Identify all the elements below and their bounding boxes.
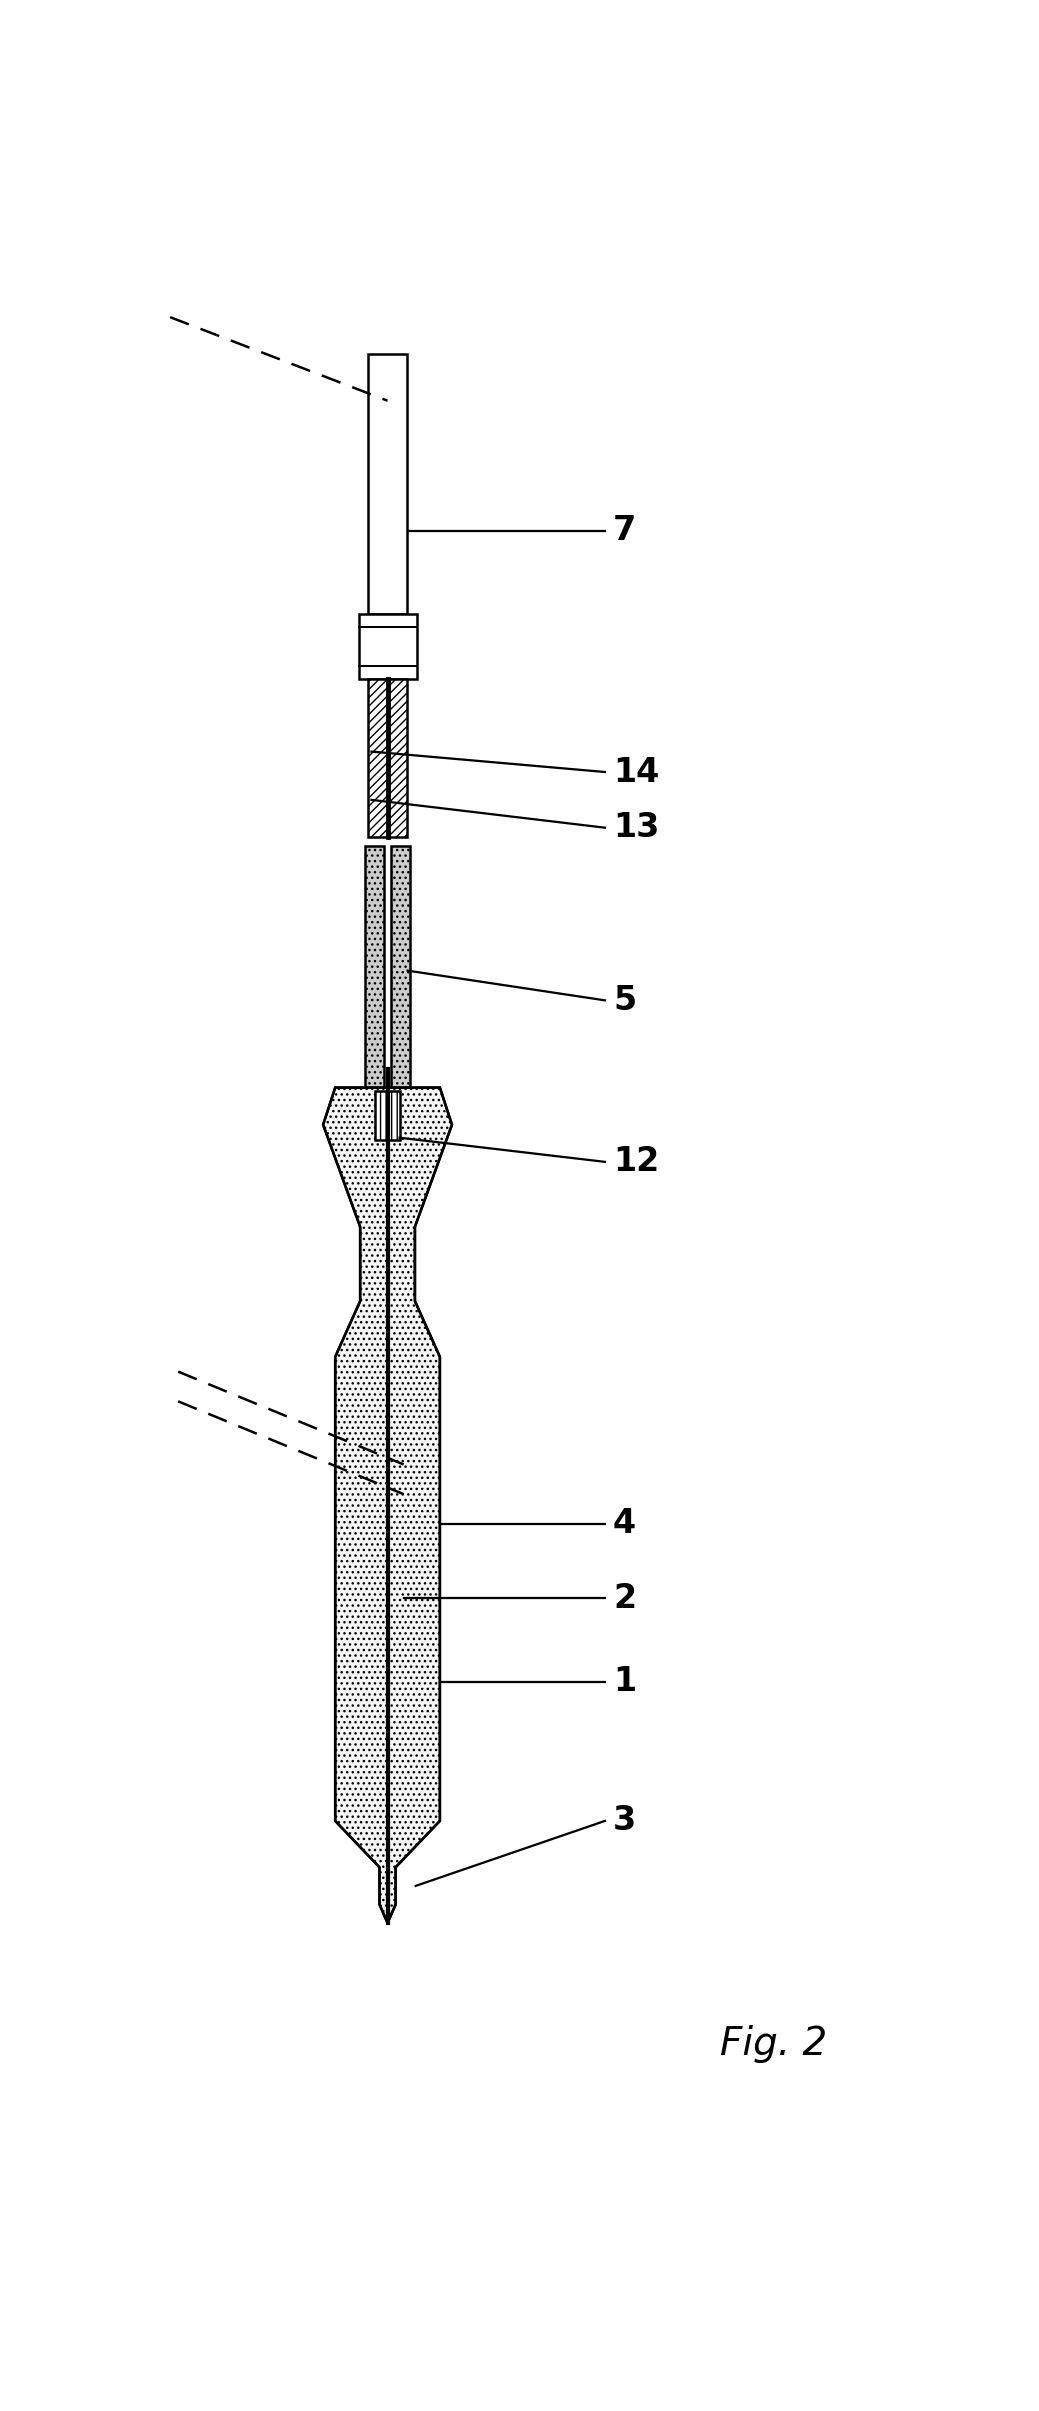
- Text: 12: 12: [613, 1145, 660, 1179]
- Bar: [391, 846, 410, 1087]
- Text: 1: 1: [613, 1666, 636, 1697]
- Text: 3: 3: [613, 1803, 636, 1837]
- Bar: [358, 615, 417, 680]
- Text: 4: 4: [613, 1507, 636, 1541]
- Bar: [365, 846, 384, 1087]
- Bar: [375, 1092, 400, 1140]
- Text: 13: 13: [613, 810, 660, 844]
- Text: 5: 5: [613, 984, 636, 1017]
- Polygon shape: [323, 1087, 452, 1924]
- Bar: [368, 354, 407, 615]
- Text: 2: 2: [613, 1582, 636, 1615]
- Text: 7: 7: [613, 514, 636, 547]
- Bar: [368, 680, 407, 837]
- Text: 14: 14: [613, 755, 660, 788]
- Text: Fig. 2: Fig. 2: [720, 2025, 828, 2064]
